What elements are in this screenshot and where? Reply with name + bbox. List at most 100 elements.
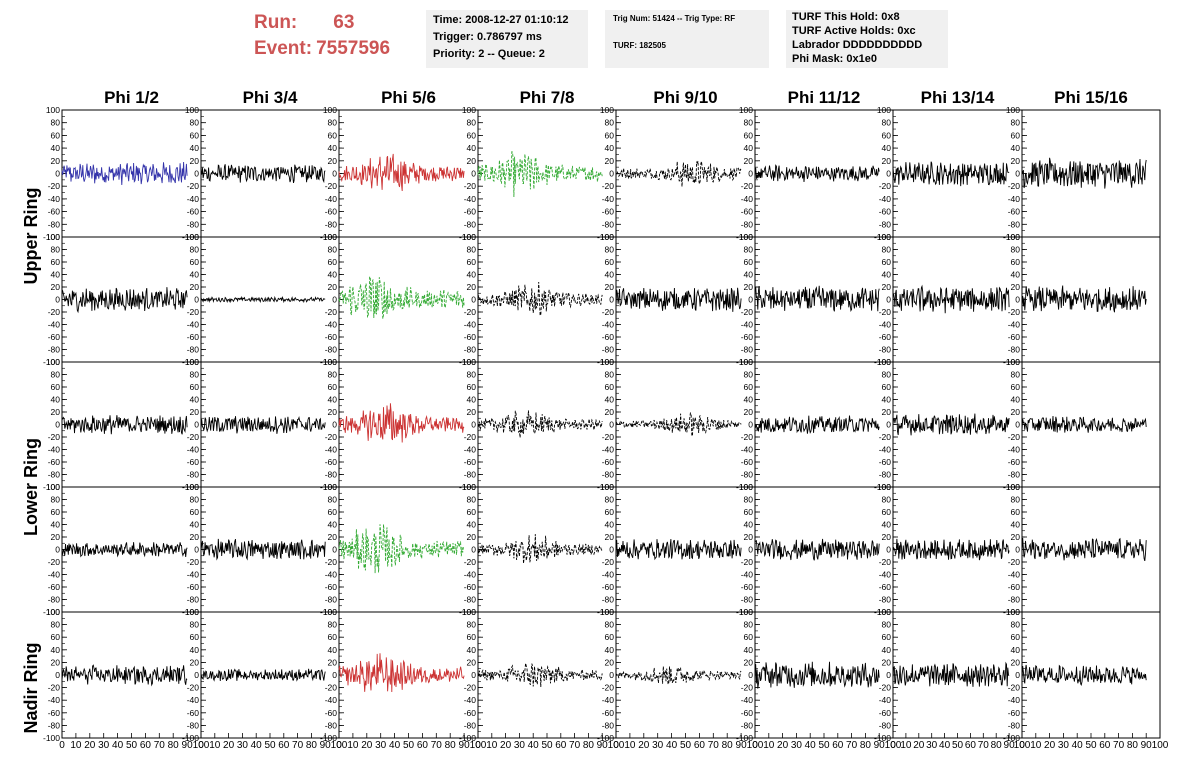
x-tick-label: 40 bbox=[251, 740, 263, 751]
y-tick-label: -40 bbox=[1008, 320, 1021, 330]
y-tick-label: 100 bbox=[323, 607, 337, 617]
y-tick-label: 80 bbox=[467, 245, 477, 255]
y-tick-label: -60 bbox=[187, 207, 200, 217]
y-tick-label: -80 bbox=[1008, 345, 1021, 355]
waveform-trace bbox=[1021, 664, 1147, 687]
y-tick-label: 80 bbox=[882, 620, 892, 630]
y-tick-label: 80 bbox=[190, 620, 200, 630]
y-tick-label: 20 bbox=[744, 282, 754, 292]
y-tick-label: -20 bbox=[1008, 683, 1021, 693]
y-tick-label: 80 bbox=[1011, 118, 1021, 128]
y-tick-label: 40 bbox=[467, 645, 477, 655]
y-tick-label: 60 bbox=[467, 257, 477, 267]
y-tick-label: 40 bbox=[328, 520, 338, 530]
x-tick-label: 80 bbox=[168, 740, 180, 751]
x-tick-label: 90 bbox=[320, 740, 332, 751]
y-tick-label: 20 bbox=[467, 282, 477, 292]
y-tick-label: 40 bbox=[744, 270, 754, 280]
y-tick-label: 60 bbox=[190, 507, 200, 517]
y-tick-label: -40 bbox=[741, 570, 754, 580]
y-tick-label: 100 bbox=[600, 232, 614, 242]
turf-text: TURF: 182505 bbox=[613, 41, 666, 50]
waveform-trace bbox=[200, 538, 326, 561]
column-title: Phi 1/2 bbox=[104, 88, 159, 107]
waveform-trace bbox=[892, 161, 1010, 187]
y-tick-label: -20 bbox=[325, 307, 338, 317]
y-tick-label: -60 bbox=[325, 332, 338, 342]
x-tick-label: 100 bbox=[885, 740, 902, 751]
y-tick-label: 60 bbox=[1011, 130, 1021, 140]
y-tick-label: -20 bbox=[602, 557, 615, 567]
y-tick-label: -80 bbox=[602, 720, 615, 730]
y-tick-label: 40 bbox=[605, 270, 615, 280]
y-tick-label: 0 bbox=[609, 420, 614, 430]
y-tick-label: -60 bbox=[325, 207, 338, 217]
waveform-trace bbox=[615, 412, 742, 438]
waveform-trace bbox=[200, 164, 326, 184]
x-tick-label: 50 bbox=[952, 740, 964, 751]
y-tick-label: 100 bbox=[323, 357, 337, 367]
y-tick-label: -40 bbox=[602, 570, 615, 580]
waveform-trace bbox=[754, 415, 880, 434]
x-tick-label: 10 bbox=[763, 740, 775, 751]
y-tick-label: 40 bbox=[328, 143, 338, 153]
column-title: Phi 13/14 bbox=[921, 88, 995, 107]
y-tick-label: -40 bbox=[187, 320, 200, 330]
waveform-trace bbox=[1021, 285, 1147, 313]
waveform-trace bbox=[892, 413, 1010, 436]
y-tick-label: 0 bbox=[748, 420, 753, 430]
y-tick-label: 20 bbox=[882, 407, 892, 417]
y-tick-label: 0 bbox=[609, 295, 614, 305]
y-tick-label: 100 bbox=[877, 482, 891, 492]
x-tick-label: 90 bbox=[459, 740, 471, 751]
y-tick-label: 20 bbox=[1011, 407, 1021, 417]
y-tick-label: -20 bbox=[879, 557, 892, 567]
y-tick-label: 40 bbox=[328, 645, 338, 655]
y-tick-label: 60 bbox=[605, 257, 615, 267]
column-title: Phi 3/4 bbox=[243, 88, 298, 107]
x-tick-label: 0 bbox=[1019, 740, 1025, 751]
y-tick-label: 0 bbox=[886, 670, 891, 680]
x-tick-label: 80 bbox=[306, 740, 318, 751]
y-tick-label: -20 bbox=[48, 432, 61, 442]
column-title: Phi 11/12 bbox=[788, 88, 861, 107]
y-tick-label: 100 bbox=[462, 482, 476, 492]
y-tick-label: 20 bbox=[882, 532, 892, 542]
y-tick-label: -60 bbox=[464, 457, 477, 467]
y-tick-label: 80 bbox=[467, 495, 477, 505]
y-tick-label: -20 bbox=[741, 181, 754, 191]
y-tick-label: -20 bbox=[464, 307, 477, 317]
waveform-trace bbox=[61, 664, 188, 687]
y-tick-label: 100 bbox=[46, 232, 60, 242]
y-tick-label: 80 bbox=[51, 370, 61, 380]
y-tick-label: -40 bbox=[602, 445, 615, 455]
panel-frame bbox=[338, 236, 479, 363]
y-tick-label: 80 bbox=[605, 118, 615, 128]
y-tick-label: 40 bbox=[1011, 270, 1021, 280]
waveform-trace bbox=[615, 160, 742, 187]
waveform-trace bbox=[200, 416, 326, 434]
x-tick-label: 100 bbox=[193, 740, 210, 751]
y-tick-label: -40 bbox=[464, 570, 477, 580]
waveform-trace bbox=[1021, 537, 1147, 562]
x-tick-label: 20 bbox=[223, 740, 235, 751]
y-tick-label: -80 bbox=[187, 345, 200, 355]
y-tick-label: -80 bbox=[464, 720, 477, 730]
y-tick-label: -60 bbox=[325, 457, 338, 467]
y-tick-label: -20 bbox=[1008, 181, 1021, 191]
y-tick-label: -40 bbox=[602, 194, 615, 204]
y-tick-label: -40 bbox=[325, 194, 338, 204]
y-tick-label: 80 bbox=[1011, 495, 1021, 505]
y-tick-label: -40 bbox=[741, 695, 754, 705]
y-tick-label: -40 bbox=[325, 445, 338, 455]
y-tick-label: 20 bbox=[744, 532, 754, 542]
y-tick-label: 20 bbox=[882, 156, 892, 166]
labrador-text: Labrador DDDDDDDDDD bbox=[792, 39, 923, 51]
y-tick-label: 0 bbox=[471, 545, 476, 555]
waveform-trace bbox=[338, 653, 465, 693]
y-tick-label: -40 bbox=[48, 570, 61, 580]
y-tick-label: 40 bbox=[744, 645, 754, 655]
y-tick-label: 80 bbox=[882, 495, 892, 505]
y-tick-label: -20 bbox=[325, 557, 338, 567]
y-tick-label: 80 bbox=[605, 245, 615, 255]
